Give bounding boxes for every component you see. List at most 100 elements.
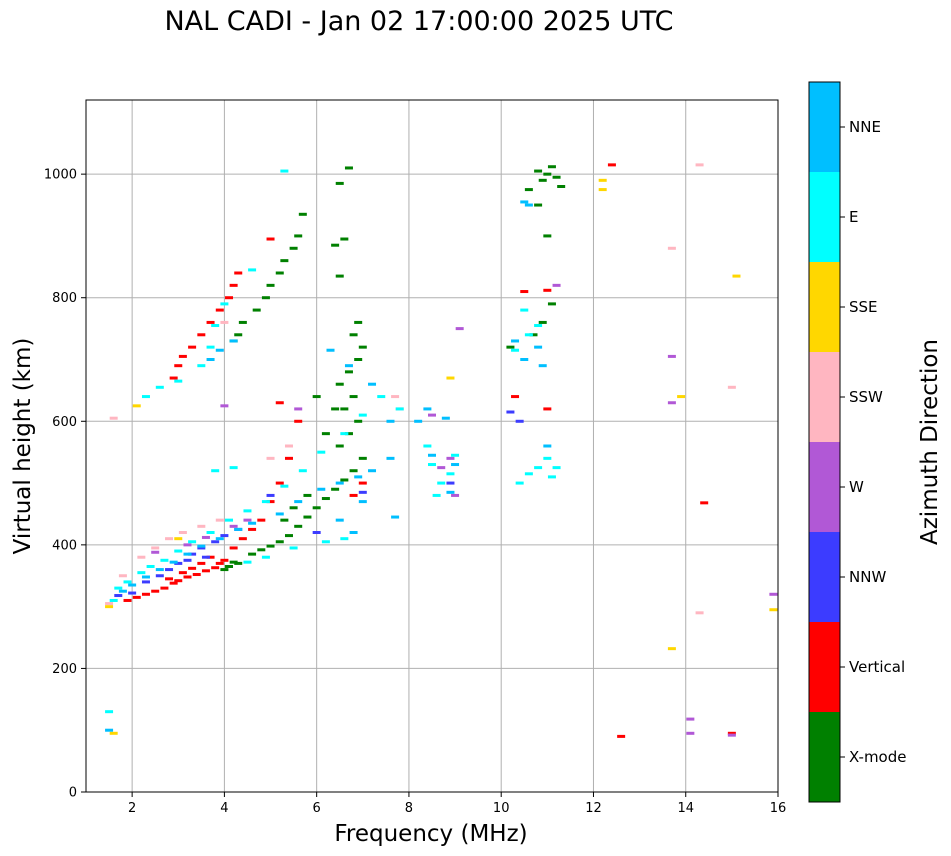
echo-point-nnw (114, 594, 123, 598)
echo-point-e (321, 540, 330, 544)
echo-point-e (197, 364, 206, 368)
colorbar-label-ssw: SSW (849, 388, 883, 406)
echo-point-nne (543, 444, 552, 448)
colorbar-label-x-mode: X-mode (849, 748, 906, 766)
x-tick-label: 16 (770, 801, 787, 816)
echo-point-x-mode (312, 395, 321, 399)
echo-point-nne (428, 453, 436, 457)
echo-point-e (534, 324, 543, 328)
echo-point-x-mode (344, 166, 353, 170)
y-tick-label: 0 (69, 786, 77, 801)
echo-point-sse (769, 608, 778, 612)
echo-point-x-mode (506, 345, 515, 349)
echo-point-nne (326, 348, 335, 352)
echo-point-sse (105, 605, 114, 609)
echo-point-x-mode (349, 395, 358, 399)
echo-point-nne (197, 544, 206, 548)
echo-point-vertical (188, 345, 197, 349)
echo-point-x-mode (547, 165, 556, 169)
echo-point-nnw (266, 493, 275, 497)
colorbar-label-sse: SSE (849, 298, 878, 316)
echo-point-sse (598, 178, 607, 182)
echo-point-e (524, 333, 533, 337)
echo-point-vertical (206, 320, 215, 324)
echo-point-nne (335, 481, 344, 485)
echo-point-e (155, 385, 164, 389)
echo-point-vertical (174, 364, 183, 368)
echo-point-e (146, 564, 155, 568)
echo-point-x-mode (331, 243, 340, 247)
echo-point-ssw (151, 546, 160, 550)
echo-point-vertical (238, 537, 247, 541)
colorbar-label-nne: NNE (849, 118, 881, 136)
echo-point-nnw (128, 591, 137, 595)
echo-point-nne (275, 512, 284, 516)
echo-point-ssw (391, 395, 400, 399)
echo-point-vertical (234, 271, 243, 275)
echo-point-vertical (275, 481, 284, 485)
echo-point-w (446, 456, 455, 460)
y-axis-label: Virtual height (km) (10, 338, 36, 555)
echo-point-nne (118, 589, 127, 593)
echo-point-nnw (515, 419, 524, 423)
echo-point-e (211, 469, 220, 473)
echo-point-x-mode (294, 524, 303, 528)
x-tick-label: 12 (585, 801, 602, 816)
echo-point-e (261, 500, 270, 504)
echo-point-vertical (511, 395, 520, 399)
echo-point-ssw (197, 524, 206, 528)
echo-point-x-mode (303, 515, 312, 519)
echo-point-x-mode (543, 234, 552, 238)
echo-point-nnw (155, 574, 164, 578)
echo-point-e (280, 169, 289, 173)
colorbar-label-e: E (849, 208, 858, 226)
x-axis-ticks: 2 4 6 8 10 12 14 16 (128, 792, 786, 816)
echo-point-e (137, 571, 146, 575)
x-tick-label: 6 (313, 801, 321, 816)
echo-point-nne (524, 203, 533, 207)
echo-point-x-mode (229, 560, 238, 564)
echo-point-vertical (266, 500, 275, 504)
echo-point-nne (441, 416, 450, 420)
echo-point-nne (169, 560, 178, 564)
echo-point-x-mode (354, 320, 363, 324)
echo-point-vertical (349, 493, 358, 497)
echo-points (105, 163, 778, 738)
echo-point-nne (538, 364, 547, 368)
echo-point-x-mode (344, 432, 353, 436)
echo-point-ssw (215, 518, 224, 522)
echo-point-e (446, 472, 455, 476)
echo-point-x-mode (344, 370, 353, 374)
echo-point-x-mode (252, 308, 261, 312)
y-tick-label: 600 (52, 415, 77, 430)
echo-point-vertical (215, 561, 224, 565)
echo-point-x-mode (238, 320, 247, 324)
colorbar-segment (809, 622, 840, 712)
echo-point-e (358, 413, 367, 417)
echo-point-x-mode (529, 333, 538, 337)
echo-point-x-mode (220, 568, 229, 572)
echo-point-x-mode (340, 478, 349, 482)
echo-point-vertical (220, 558, 229, 562)
echo-point-nnw (201, 555, 210, 559)
colorbar: X-mode Vertical NNW W SSW SSE E NNE (808, 81, 906, 803)
echo-point-nnw (183, 558, 192, 562)
echo-point-e (552, 466, 561, 470)
echo-point-w (428, 413, 436, 417)
colorbar-segment (809, 262, 840, 352)
echo-point-w (243, 518, 252, 522)
echo-point-x-mode (534, 169, 543, 173)
echo-point-x-mode (280, 259, 289, 263)
colorbar-label-w: W (849, 478, 864, 496)
echo-point-x-mode (266, 283, 275, 287)
echo-point-e (109, 598, 118, 602)
echo-point-e (428, 463, 436, 467)
echo-point-e (261, 555, 270, 559)
echo-point-nne (520, 200, 529, 204)
echo-point-nne (215, 348, 224, 352)
echo-point-vertical (248, 527, 257, 531)
echo-point-w (686, 731, 695, 735)
echo-point-vertical (257, 518, 266, 522)
echo-point-e (340, 432, 349, 436)
echo-point-x-mode (538, 178, 547, 182)
